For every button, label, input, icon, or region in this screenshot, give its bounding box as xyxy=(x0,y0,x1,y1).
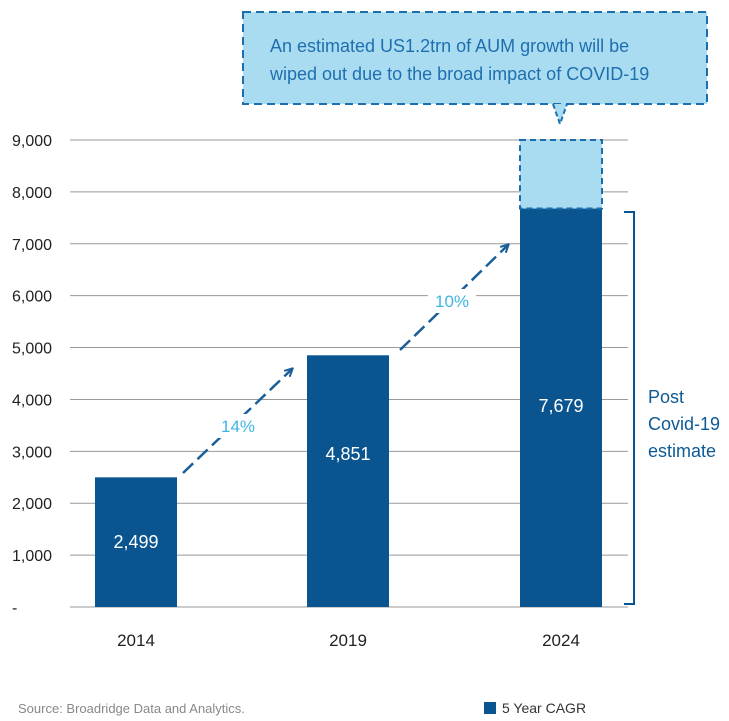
callout-text: wiped out due to the broad impact of COV… xyxy=(269,64,649,84)
bracket-label: Post xyxy=(648,387,684,407)
bar xyxy=(520,208,602,607)
x-tick-label: 2019 xyxy=(329,631,367,650)
legend-label: 5 Year CAGR xyxy=(502,700,586,716)
bar-value-label: 2,499 xyxy=(113,532,158,552)
chart-footer: Source: Broadridge Data and Analytics. 5 … xyxy=(18,700,586,716)
y-tick-label: 3,000 xyxy=(12,444,52,461)
x-axis-ticks: 2014 2019 2024 xyxy=(117,631,580,650)
callout-pointer xyxy=(552,103,568,128)
covid-impact-segment xyxy=(519,139,603,210)
y-tick-label: 5,000 xyxy=(12,341,52,358)
cagr-label: 14% xyxy=(221,417,255,436)
bars: 2,499 4,851 7,679 xyxy=(95,139,603,607)
legend-swatch xyxy=(484,702,496,714)
cagr-label-bg xyxy=(428,289,476,313)
post-covid-bracket: Post Covid-19 estimate xyxy=(624,211,720,605)
x-tick-label: 2024 xyxy=(542,631,580,650)
bracket-label: Covid-19 xyxy=(648,414,720,434)
bar xyxy=(307,355,389,607)
y-tick-label: 2,000 xyxy=(12,496,52,513)
y-tick-label: 4,000 xyxy=(12,392,52,409)
cagr-arrow xyxy=(182,369,292,474)
x-tick-label: 2014 xyxy=(117,631,155,650)
bar-value-label: 7,679 xyxy=(538,396,583,416)
callout-box: An estimated US1.2trn of AUM growth will… xyxy=(242,11,708,128)
bracket-label: estimate xyxy=(648,441,716,461)
cagr-label: 10% xyxy=(435,292,469,311)
y-tick-label: 1,000 xyxy=(12,548,52,565)
bar xyxy=(95,477,177,607)
y-tick-label: - xyxy=(12,600,17,617)
y-tick-label: 7,000 xyxy=(12,237,52,254)
source-note: Source: Broadridge Data and Analytics. xyxy=(18,701,245,716)
y-tick-label: 9,000 xyxy=(12,133,52,150)
cagr-label-bg xyxy=(214,414,262,438)
y-axis-ticks: - 1,000 2,000 3,000 4,000 5,000 6,000 7,000 8,00… xyxy=(12,133,52,617)
y-tick-label: 6,000 xyxy=(12,289,52,306)
y-tick-label: 8,000 xyxy=(12,185,52,202)
cagr-arrows: 14% 10% xyxy=(182,245,508,474)
bracket-line xyxy=(624,211,635,605)
callout-box xyxy=(242,11,708,105)
callout-text: An estimated US1.2trn of AUM growth will… xyxy=(270,36,629,56)
bar-value-label: 4,851 xyxy=(325,444,370,464)
cagr-arrow xyxy=(399,245,508,351)
